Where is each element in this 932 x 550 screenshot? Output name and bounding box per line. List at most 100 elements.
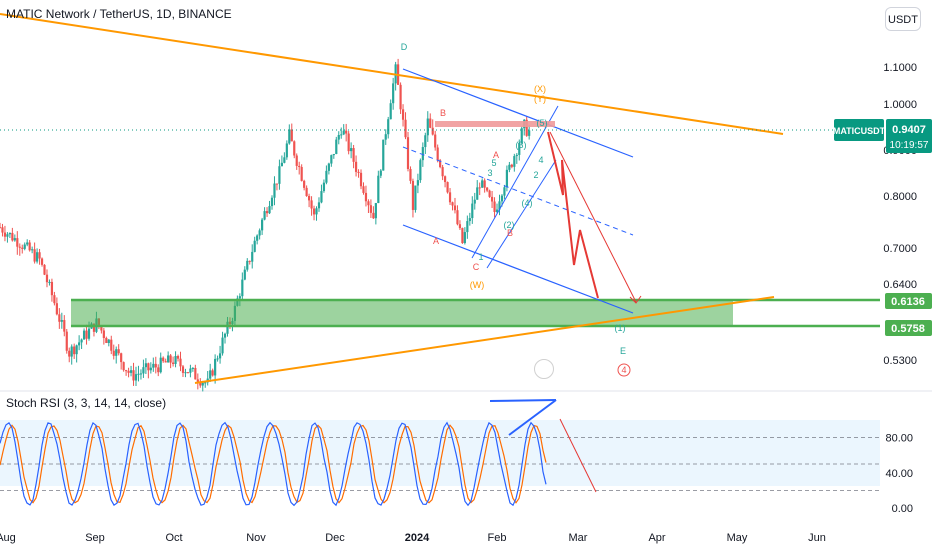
candle-body — [80, 339, 83, 343]
candle-body — [243, 269, 246, 280]
time-label: Jun — [808, 532, 826, 544]
candle-body — [28, 242, 31, 251]
candle-body — [270, 197, 274, 207]
candle-body — [431, 127, 434, 135]
candle-body — [295, 155, 298, 166]
candle-body — [389, 103, 392, 120]
currency-button[interactable]: USDT — [885, 7, 921, 31]
time-label: Mar — [569, 532, 588, 544]
price-tick: 1.0000 — [883, 99, 917, 111]
candle-body — [436, 147, 439, 161]
candle-body — [18, 246, 21, 248]
candle-body — [320, 191, 323, 203]
rsi-band — [0, 420, 880, 486]
candle-body — [439, 160, 442, 168]
candle-body — [481, 180, 484, 188]
candle-body — [125, 370, 128, 372]
candle-body — [283, 157, 286, 163]
wave-label: A — [433, 236, 439, 246]
candle-body — [241, 279, 244, 297]
candle-body — [256, 235, 259, 241]
candle-body — [251, 251, 254, 262]
candle-body — [176, 355, 180, 359]
price-tick: 0.5300 — [883, 355, 917, 367]
candle-body — [196, 379, 199, 383]
candle-body — [13, 238, 16, 241]
candle-body — [53, 295, 56, 304]
candle-body — [399, 84, 402, 110]
candle-body — [132, 370, 135, 381]
candle-body — [372, 212, 375, 219]
channel-upper — [402, 68, 634, 158]
candle-body — [191, 367, 194, 369]
candle-body — [513, 156, 516, 167]
candle-body — [253, 240, 256, 252]
candle-body — [342, 130, 345, 135]
wave-label: E — [620, 346, 626, 356]
candle-body — [238, 296, 241, 299]
candle-body — [322, 182, 326, 192]
wave-4-circle — [617, 363, 631, 377]
candle-body — [488, 190, 491, 197]
candle-body — [186, 372, 190, 374]
candle-body — [112, 350, 115, 356]
candle-body — [337, 134, 340, 140]
candle-body — [503, 187, 506, 196]
candle-body — [169, 355, 172, 363]
candle-body — [362, 186, 365, 193]
rsi-arrow — [559, 418, 597, 493]
candle-body — [476, 187, 479, 200]
candle-body — [179, 358, 182, 367]
indicator-title: Stoch RSI (3, 3, 14, 14, close) — [6, 396, 167, 410]
candle-body — [105, 337, 108, 344]
candle-body — [471, 203, 474, 219]
candle-body — [6, 234, 9, 237]
candle-body — [317, 202, 321, 209]
candle-body — [85, 330, 88, 339]
candle-body — [199, 382, 202, 386]
candle-body — [45, 274, 49, 283]
candle-body — [404, 119, 407, 138]
candle-body — [290, 129, 293, 142]
upper-triangle-line — [0, 13, 784, 135]
candle-body — [162, 357, 165, 362]
candle-body — [58, 314, 61, 322]
candle-body — [352, 148, 355, 162]
zone-low-tag — [885, 320, 932, 336]
candle-body — [214, 358, 217, 376]
candle-body — [216, 358, 219, 360]
wave-label: 5 — [491, 158, 496, 168]
candle-body — [278, 166, 281, 184]
rsi-wedge-bottom — [508, 399, 557, 436]
wave-label: (X) — [534, 84, 546, 94]
candle-body — [55, 303, 58, 315]
candle-body — [194, 367, 197, 380]
candle-body — [458, 224, 462, 229]
candle-body — [461, 228, 464, 244]
wave-label: D — [401, 42, 408, 52]
wave-label: (3) — [516, 140, 527, 150]
wave-label: 4 — [538, 155, 543, 165]
candle-body — [16, 238, 19, 247]
candle-body — [473, 199, 476, 204]
rsi-tick: 40.00 — [885, 468, 913, 480]
candle-body — [359, 172, 363, 187]
candle-body — [463, 232, 466, 244]
candle-body — [330, 155, 333, 164]
candle-body — [117, 349, 120, 354]
candle-body — [280, 162, 283, 167]
candle-body — [528, 130, 531, 136]
candle-body — [1, 227, 4, 233]
candle-body — [223, 333, 227, 338]
projection-arrowhead — [629, 295, 642, 304]
candle-body — [510, 164, 513, 167]
wave-label: (Y) — [534, 94, 546, 104]
candle-body — [134, 374, 138, 381]
candle-body — [221, 337, 224, 354]
candle-body — [305, 187, 308, 196]
candle-body — [424, 135, 427, 148]
candle-body — [226, 321, 229, 334]
zone-low-value: 0.5758 — [891, 323, 925, 335]
candle-body — [144, 363, 147, 368]
